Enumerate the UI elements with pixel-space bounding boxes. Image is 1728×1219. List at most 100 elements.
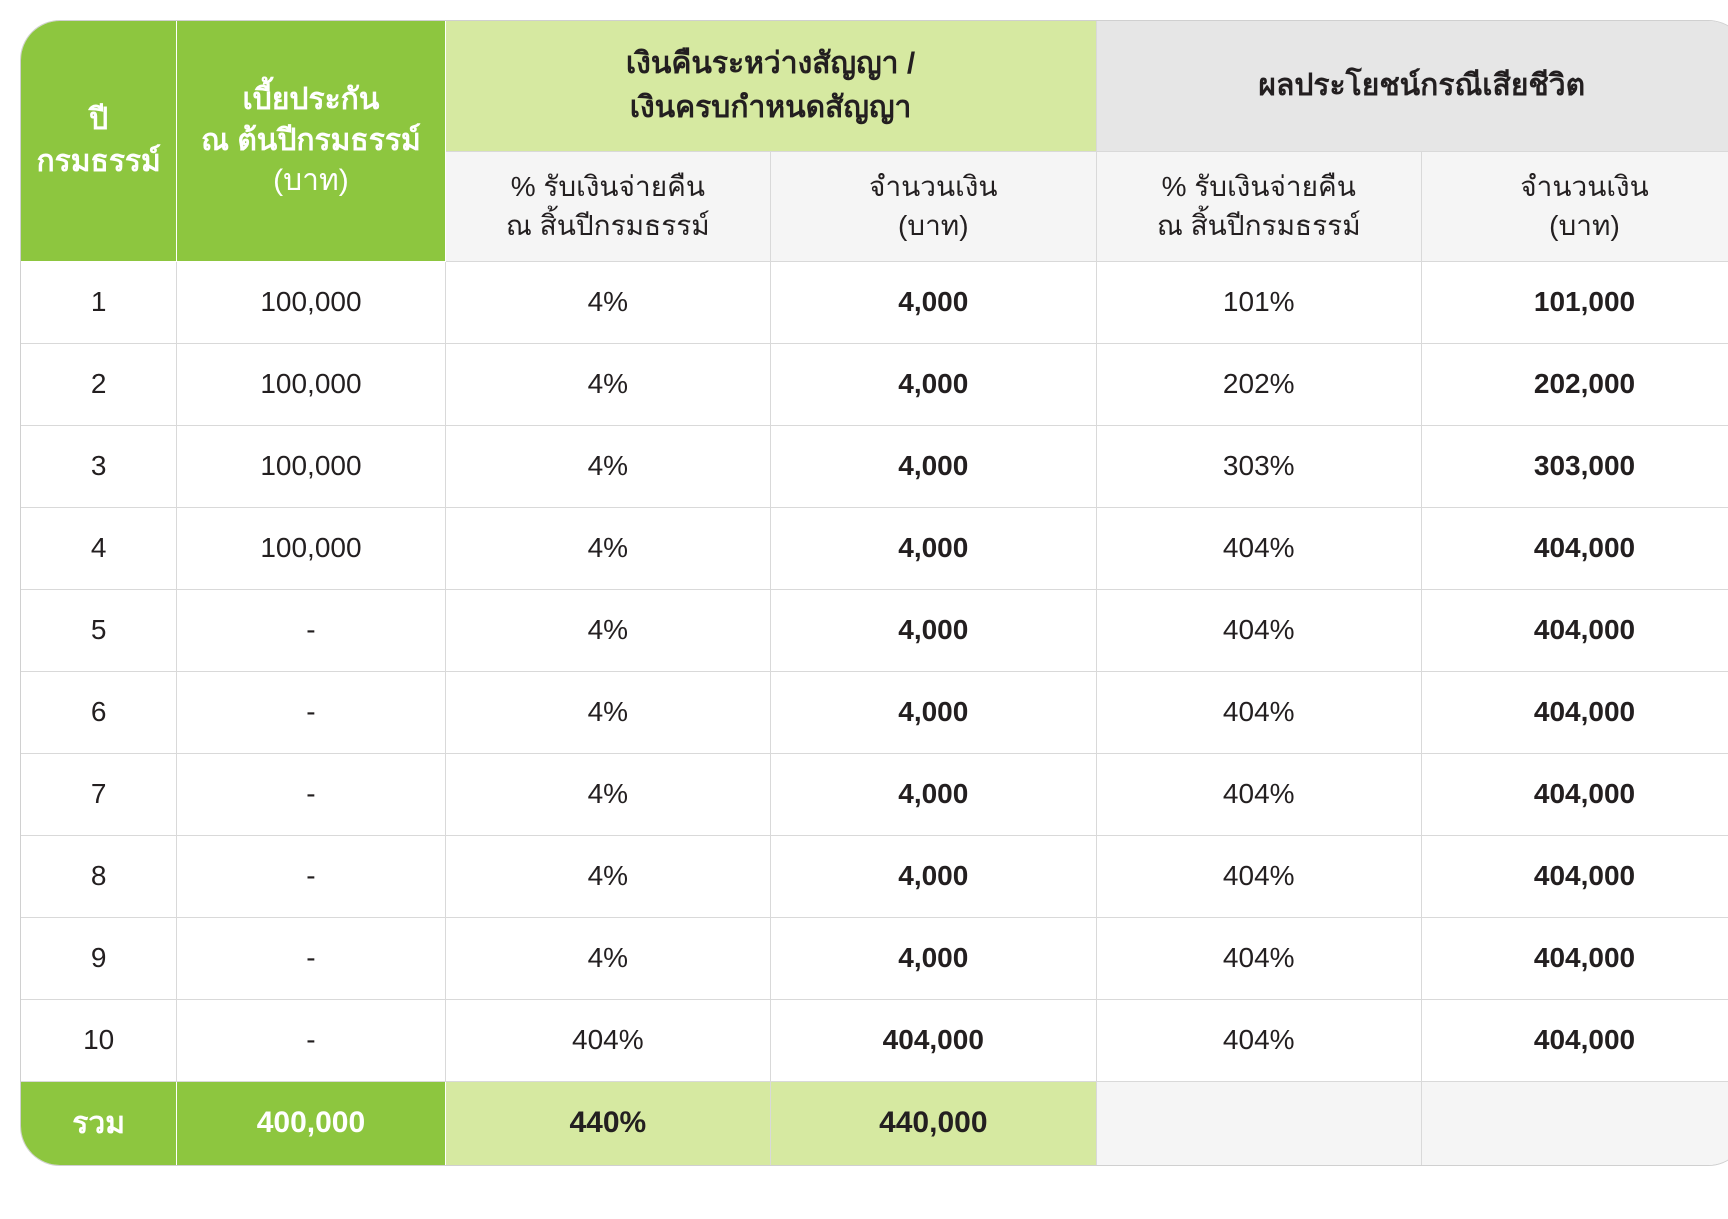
text: (บาท) — [898, 210, 969, 241]
cell-year: 2 — [21, 343, 177, 425]
cell-premium: 100,000 — [177, 507, 445, 589]
table-row: 6-4%4,000404%404,000 — [21, 671, 1728, 753]
total-death-amt — [1421, 1081, 1728, 1165]
cell-year: 6 — [21, 671, 177, 753]
cell-year: 3 — [21, 425, 177, 507]
cell-death-amt: 404,000 — [1421, 589, 1728, 671]
cell-death-pct: 202% — [1096, 343, 1421, 425]
cell-premium: - — [177, 835, 445, 917]
cell-death-amt: 404,000 — [1421, 835, 1728, 917]
cell-death-pct: 404% — [1096, 999, 1421, 1081]
cell-death-pct: 404% — [1096, 835, 1421, 917]
cell-premium: - — [177, 999, 445, 1081]
cell-death-pct: 404% — [1096, 917, 1421, 999]
cell-premium: - — [177, 589, 445, 671]
text: % รับเงินจ่ายคืน — [1162, 171, 1356, 202]
total-death-pct — [1096, 1081, 1421, 1165]
table-row: 8-4%4,000404%404,000 — [21, 835, 1728, 917]
cell-year: 9 — [21, 917, 177, 999]
text: (บาท) — [273, 164, 349, 197]
cell-refund-pct: 4% — [445, 343, 770, 425]
header-policy-year: ปี กรมธรรม์ — [21, 21, 177, 261]
cell-refund-pct: 4% — [445, 425, 770, 507]
subheader-death-pct: % รับเงินจ่ายคืน ณ สิ้นปีกรมธรรม์ — [1096, 151, 1421, 261]
cell-death-amt: 101,000 — [1421, 261, 1728, 343]
cell-refund-amt: 4,000 — [771, 917, 1096, 999]
cell-death-pct: 404% — [1096, 671, 1421, 753]
table-row: 2100,0004%4,000202%202,000 — [21, 343, 1728, 425]
cell-year: 5 — [21, 589, 177, 671]
text: จำนวนเงิน — [869, 171, 998, 202]
cell-refund-amt: 4,000 — [771, 753, 1096, 835]
header-group-death-benefit: ผลประโยชน์กรณีเสียชีวิต — [1096, 21, 1728, 151]
insurance-benefit-table: ปี กรมธรรม์ เบี้ยประกัน ณ ต้นปีกรมธรรม์ … — [20, 20, 1728, 1166]
text: กรมธรรม์ — [36, 145, 160, 178]
cell-refund-amt: 4,000 — [771, 589, 1096, 671]
table-row: 4100,0004%4,000404%404,000 — [21, 507, 1728, 589]
total-premium: 400,000 — [177, 1081, 445, 1165]
text: % รับเงินจ่ายคืน — [511, 171, 705, 202]
cell-refund-amt: 404,000 — [771, 999, 1096, 1081]
table-row: 7-4%4,000404%404,000 — [21, 753, 1728, 835]
text: ณ สิ้นปีกรมธรรม์ — [506, 210, 710, 241]
cell-death-pct: 404% — [1096, 589, 1421, 671]
cell-death-amt: 404,000 — [1421, 671, 1728, 753]
cell-death-amt: 404,000 — [1421, 507, 1728, 589]
cell-refund-pct: 4% — [445, 917, 770, 999]
cell-year: 4 — [21, 507, 177, 589]
cell-premium: 100,000 — [177, 343, 445, 425]
cell-refund-pct: 4% — [445, 507, 770, 589]
cell-premium: - — [177, 753, 445, 835]
cell-premium: - — [177, 917, 445, 999]
cell-death-amt: 404,000 — [1421, 917, 1728, 999]
table-row: 10-404%404,000404%404,000 — [21, 999, 1728, 1081]
cell-year: 7 — [21, 753, 177, 835]
text: ณ สิ้นปีกรมธรรม์ — [1157, 210, 1361, 241]
cell-refund-amt: 4,000 — [771, 835, 1096, 917]
cell-refund-amt: 4,000 — [771, 671, 1096, 753]
cell-death-pct: 404% — [1096, 753, 1421, 835]
cell-refund-pct: 404% — [445, 999, 770, 1081]
subheader-refund-pct: % รับเงินจ่ายคืน ณ สิ้นปีกรมธรรม์ — [445, 151, 770, 261]
cell-refund-pct: 4% — [445, 835, 770, 917]
cell-death-amt: 404,000 — [1421, 753, 1728, 835]
cell-year: 1 — [21, 261, 177, 343]
table: ปี กรมธรรม์ เบี้ยประกัน ณ ต้นปีกรมธรรม์ … — [21, 21, 1728, 1165]
text: เงินคืนระหว่างสัญญา / — [626, 47, 915, 80]
cell-refund-amt: 4,000 — [771, 343, 1096, 425]
cell-premium: - — [177, 671, 445, 753]
text: ปี — [89, 103, 108, 136]
cell-death-amt: 202,000 — [1421, 343, 1728, 425]
table-body: 1100,0004%4,000101%101,0002100,0004%4,00… — [21, 261, 1728, 1081]
cell-refund-pct: 4% — [445, 753, 770, 835]
header-premium: เบี้ยประกัน ณ ต้นปีกรมธรรม์ (บาท) — [177, 21, 445, 261]
total-label: รวม — [21, 1081, 177, 1165]
header-group-refund: เงินคืนระหว่างสัญญา / เงินครบกำหนดสัญญา — [445, 21, 1096, 151]
text: ผลประโยชน์กรณีเสียชีวิต — [1258, 69, 1585, 102]
subheader-refund-amount: จำนวนเงิน (บาท) — [771, 151, 1096, 261]
table-row: 1100,0004%4,000101%101,000 — [21, 261, 1728, 343]
cell-refund-amt: 4,000 — [771, 507, 1096, 589]
text: เบี้ยประกัน — [243, 83, 380, 116]
cell-refund-pct: 4% — [445, 589, 770, 671]
table-row: 9-4%4,000404%404,000 — [21, 917, 1728, 999]
cell-premium: 100,000 — [177, 261, 445, 343]
total-refund-pct: 440% — [445, 1081, 770, 1165]
cell-refund-amt: 4,000 — [771, 261, 1096, 343]
text: จำนวนเงิน — [1520, 171, 1649, 202]
table-row-total: รวม 400,000 440% 440,000 — [21, 1081, 1728, 1165]
cell-year: 8 — [21, 835, 177, 917]
cell-death-pct: 303% — [1096, 425, 1421, 507]
cell-year: 10 — [21, 999, 177, 1081]
text: เงินครบกำหนดสัญญา — [630, 91, 912, 124]
total-refund-amt: 440,000 — [771, 1081, 1096, 1165]
cell-death-pct: 404% — [1096, 507, 1421, 589]
table-row: 5-4%4,000404%404,000 — [21, 589, 1728, 671]
cell-death-amt: 404,000 — [1421, 999, 1728, 1081]
table-row: 3100,0004%4,000303%303,000 — [21, 425, 1728, 507]
cell-premium: 100,000 — [177, 425, 445, 507]
cell-death-pct: 101% — [1096, 261, 1421, 343]
cell-refund-amt: 4,000 — [771, 425, 1096, 507]
text: (บาท) — [1549, 210, 1620, 241]
cell-death-amt: 303,000 — [1421, 425, 1728, 507]
